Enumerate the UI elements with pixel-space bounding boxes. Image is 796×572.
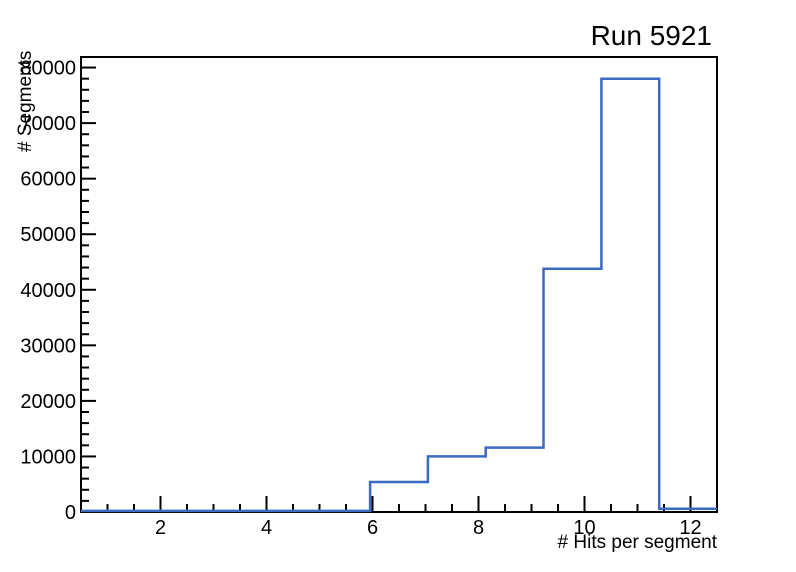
y-tick-label: 20000 <box>20 391 76 413</box>
x-tick-label: 4 <box>261 517 272 539</box>
y-tick-label: 30000 <box>20 335 76 357</box>
x-tick-label: 10 <box>573 517 595 539</box>
x-tick-label: 8 <box>473 517 484 539</box>
x-tick-label: 2 <box>155 517 166 539</box>
plot-frame <box>80 56 718 513</box>
y-tick-label: 10000 <box>20 446 76 468</box>
x-tick-label: 12 <box>679 517 701 539</box>
y-tick-label: 40000 <box>20 280 76 302</box>
y-tick-label: 80000 <box>20 58 76 80</box>
histogram-step-line <box>81 77 717 513</box>
y-tick-label: 50000 <box>20 224 76 246</box>
y-axis-title: # Segments <box>15 50 36 152</box>
chart-title: Run 5921 <box>590 20 712 51</box>
x-tick-label: 6 <box>367 517 378 539</box>
y-tick-label: 70000 <box>20 113 76 135</box>
x-axis-title: # Hits per segment <box>557 532 717 553</box>
y-tick-label: 60000 <box>20 169 76 191</box>
y-tick-label: 0 <box>65 502 76 524</box>
